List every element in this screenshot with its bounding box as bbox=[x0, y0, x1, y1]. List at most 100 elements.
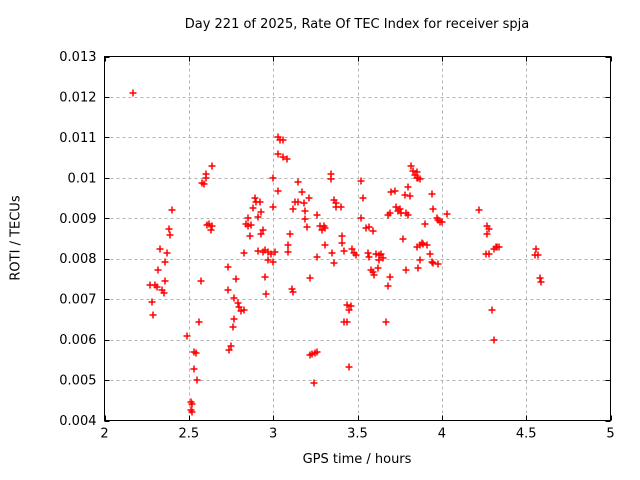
data-point-marker bbox=[269, 174, 277, 182]
data-point-marker bbox=[377, 250, 385, 258]
y-tick-label: 0.01 bbox=[68, 171, 97, 186]
data-point-marker bbox=[318, 226, 326, 234]
data-point-marker bbox=[379, 254, 387, 262]
data-point-marker bbox=[262, 290, 270, 298]
data-point-marker bbox=[402, 266, 410, 274]
y-tick-label: 0.013 bbox=[59, 50, 96, 65]
data-point-marker bbox=[426, 250, 434, 258]
data-point-marker bbox=[208, 222, 216, 230]
data-point-marker bbox=[301, 215, 309, 223]
data-point-marker bbox=[357, 214, 365, 222]
data-point-marker bbox=[386, 209, 394, 217]
data-point-marker bbox=[321, 241, 329, 249]
data-point-marker bbox=[313, 348, 321, 356]
data-point-marker bbox=[414, 264, 422, 272]
data-point-marker bbox=[161, 277, 169, 285]
data-point-marker bbox=[310, 379, 318, 387]
data-point-marker bbox=[423, 241, 431, 249]
data-point-marker bbox=[190, 365, 198, 373]
y-tick-label: 0.009 bbox=[59, 212, 96, 227]
data-point-marker bbox=[274, 187, 282, 195]
y-tick-label: 0.011 bbox=[59, 131, 96, 146]
data-point-marker bbox=[328, 249, 336, 257]
data-point-marker bbox=[343, 301, 351, 309]
chart-title: Day 221 of 2025, Rate Of TEC Index for r… bbox=[184, 17, 530, 32]
data-point-marker bbox=[348, 245, 356, 253]
x-tick-label: 2 bbox=[100, 427, 108, 442]
data-point-marker bbox=[490, 336, 498, 344]
data-point-marker bbox=[264, 256, 272, 264]
data-point-marker bbox=[343, 318, 351, 326]
data-point-marker bbox=[154, 266, 162, 274]
x-axis-label: GPS time / hours bbox=[302, 452, 412, 467]
data-point-marker bbox=[443, 210, 451, 218]
data-point-marker bbox=[254, 213, 262, 221]
data-point-marker bbox=[286, 230, 294, 238]
data-point-marker bbox=[532, 245, 540, 253]
data-point-marker bbox=[259, 226, 267, 234]
y-tick-label: 0.008 bbox=[59, 252, 96, 267]
y-tick-label: 0.012 bbox=[59, 90, 96, 105]
data-point-marker bbox=[208, 162, 216, 170]
data-point-marker bbox=[224, 286, 232, 294]
data-point-marker bbox=[247, 221, 255, 229]
data-point-marker bbox=[404, 183, 412, 191]
data-point-marker bbox=[488, 306, 496, 314]
data-point-marker bbox=[166, 231, 174, 239]
data-point-marker bbox=[284, 241, 292, 249]
data-point-marker bbox=[386, 273, 394, 281]
data-point-marker bbox=[230, 315, 238, 323]
x-tick-label: 3.5 bbox=[347, 427, 368, 442]
data-point-marker bbox=[387, 188, 395, 196]
data-point-marker bbox=[429, 259, 437, 267]
data-point-marker bbox=[279, 153, 287, 161]
data-point-marker bbox=[188, 400, 196, 408]
data-point-marker bbox=[537, 278, 545, 286]
data-point-marker bbox=[382, 318, 390, 326]
data-point-marker bbox=[230, 294, 238, 302]
data-point-marker bbox=[202, 174, 210, 182]
data-point-marker bbox=[224, 263, 232, 271]
data-point-marker bbox=[234, 299, 242, 307]
data-point-marker bbox=[418, 239, 426, 247]
data-point-marker bbox=[269, 258, 277, 266]
data-point-marker bbox=[300, 199, 308, 207]
data-point-marker bbox=[274, 150, 282, 158]
data-point-marker bbox=[407, 162, 415, 170]
data-point-marker bbox=[257, 208, 265, 216]
plot-border bbox=[104, 56, 611, 421]
data-point-marker bbox=[298, 188, 306, 196]
data-point-marker bbox=[197, 277, 205, 285]
data-point-marker bbox=[416, 175, 424, 183]
data-point-marker bbox=[392, 203, 400, 211]
data-point-marker bbox=[428, 190, 436, 198]
data-point-marker bbox=[193, 376, 201, 384]
data-point-marker bbox=[352, 251, 360, 259]
data-point-marker bbox=[161, 258, 169, 266]
data-point-marker bbox=[327, 175, 335, 183]
data-point-marker bbox=[165, 225, 173, 233]
data-point-marker bbox=[244, 214, 252, 222]
data-point-marker bbox=[279, 136, 287, 144]
data-point-marker bbox=[399, 235, 407, 243]
data-point-marker bbox=[357, 177, 365, 185]
y-tick-label: 0.007 bbox=[59, 293, 96, 308]
x-tick-label: 3 bbox=[269, 427, 277, 442]
data-point-marker bbox=[365, 223, 373, 231]
data-point-marker bbox=[188, 408, 196, 416]
x-tick-label: 4 bbox=[438, 427, 446, 442]
x-tick-label: 2.5 bbox=[178, 427, 199, 442]
data-point-marker bbox=[294, 198, 302, 206]
x-tick-label: 4.5 bbox=[516, 427, 537, 442]
data-point-marker bbox=[289, 205, 297, 213]
data-point-marker bbox=[283, 155, 291, 163]
data-point-marker bbox=[337, 203, 345, 211]
data-point-marker bbox=[421, 220, 429, 228]
data-point-marker bbox=[438, 218, 446, 226]
data-point-marker bbox=[271, 248, 279, 256]
data-point-marker bbox=[235, 303, 243, 311]
data-point-marker bbox=[419, 240, 427, 248]
data-point-marker bbox=[374, 264, 382, 272]
data-point-marker bbox=[195, 318, 203, 326]
